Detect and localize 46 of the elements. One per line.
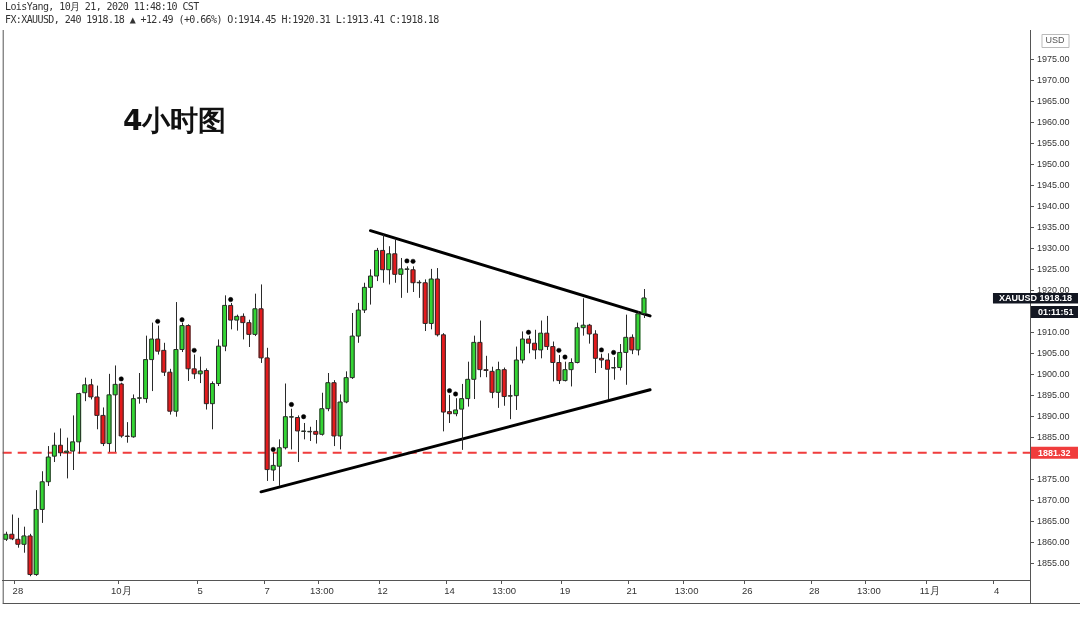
text: LoisYang, 10月 21, 2020 11:48:10 CST <box>5 1 199 13</box>
y-tick-label: 1865.00 <box>1037 515 1070 526</box>
x-tick-label: 26 <box>742 585 753 597</box>
y-tick-label: 1955.00 <box>1037 137 1070 148</box>
x-tick-label: 13:00 <box>674 585 699 597</box>
y-tick-label: 1905.00 <box>1037 347 1070 358</box>
text: 4小时图 <box>123 104 227 138</box>
y-tick-label: 1860.00 <box>1037 536 1070 547</box>
y-tick-label: 1935.00 <box>1037 221 1070 232</box>
text: 01:11:51 <box>1038 306 1074 317</box>
x-tick-label: 10月 <box>110 585 132 597</box>
y-axis-title: USD <box>1045 35 1065 46</box>
y-tick-label: 1950.00 <box>1037 158 1070 169</box>
y-tick-label: 1960.00 <box>1037 116 1070 127</box>
x-tick-label: 13:00 <box>309 585 334 597</box>
x-tick-label: 14 <box>444 585 455 597</box>
x-tick-label: 13:00 <box>857 585 881 597</box>
y-tick-label: 1895.00 <box>1037 389 1070 400</box>
y-tick-label: 1945.00 <box>1037 179 1070 190</box>
y-tick-label: 1930.00 <box>1037 242 1070 253</box>
y-tick-label: 1970.00 <box>1037 74 1070 85</box>
x-tick-label: 21 <box>626 585 638 597</box>
chart-subtitle: FX:XAUUSD, 240 1918.18 ▲ +12.49 (+0.66%) O:1914.45 H:1920.31 L:1913.41 C:1918.18 <box>5 14 439 26</box>
x-tick-label: 28 <box>12 585 24 597</box>
y-tick-label: 1925.00 <box>1037 263 1070 274</box>
x-tick-label: 28 <box>808 585 820 597</box>
x-tick-label: 12 <box>377 585 388 597</box>
x-tick-label: 11月 <box>919 585 940 597</box>
y-tick-label: 1875.00 <box>1037 473 1070 484</box>
y-tick-label: 1910.00 <box>1037 326 1070 337</box>
y-tick-label: 1855.00 <box>1037 557 1070 568</box>
y-tick-label: 1940.00 <box>1037 200 1070 211</box>
x-tick-label: 13:00 <box>492 585 517 597</box>
y-tick-label: 1885.00 <box>1037 431 1070 442</box>
x-tick-label: 19 <box>559 585 571 597</box>
x-tick-label: 7 <box>264 585 270 597</box>
annotation: XAUUSD 1918.18 <box>998 292 1073 303</box>
x-tick-label: 5 <box>197 585 203 597</box>
y-tick-label: 1975.00 <box>1037 53 1070 64</box>
y-tick-label: 1870.00 <box>1037 494 1070 505</box>
y-tick-label: 1900.00 <box>1037 368 1070 379</box>
y-tick-label: 1890.00 <box>1037 410 1070 421</box>
x-tick-label: 4 <box>993 585 1000 597</box>
ref-line-label: 1881.32 <box>1038 447 1071 458</box>
y-tick-label: 1965.00 <box>1037 95 1070 106</box>
y-tick-label: 1920.00 <box>1037 284 1070 295</box>
